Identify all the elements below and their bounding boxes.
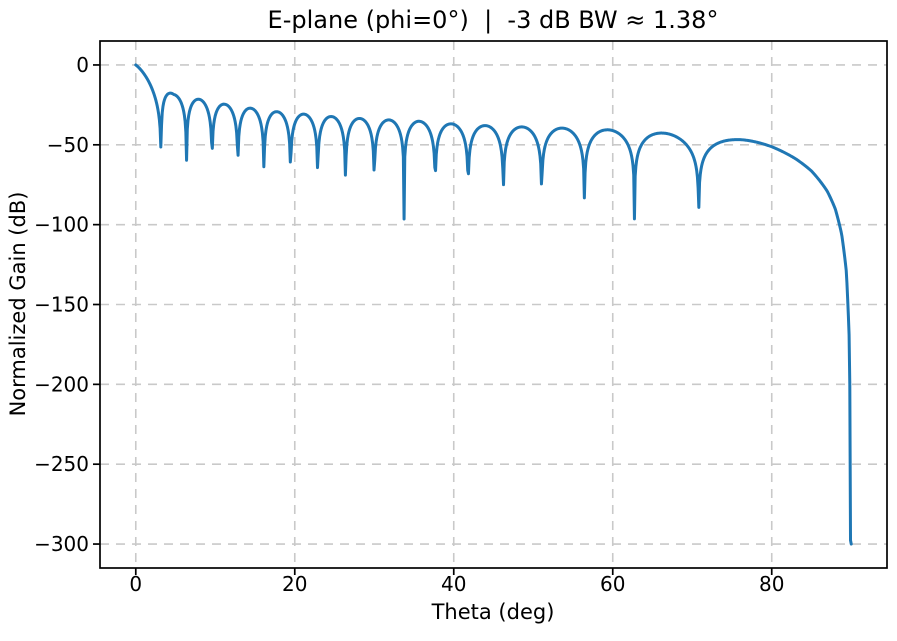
x-axis-label: Theta (deg)	[431, 600, 555, 624]
x-axis-ticks: 0 20 40 60 80	[129, 568, 784, 596]
y-tick-label: −250	[34, 452, 89, 476]
y-tick-label: −150	[34, 293, 89, 317]
y-tick-label: −200	[34, 372, 89, 396]
x-tick-label: 80	[759, 572, 784, 596]
y-tick-label: 0	[76, 53, 89, 77]
gain-curve	[134, 63, 853, 546]
y-axis-label: Normalized Gain (dB)	[6, 192, 30, 417]
x-tick-label: 0	[129, 572, 142, 596]
x-tick-label: 60	[600, 572, 625, 596]
y-tick-label: −50	[47, 133, 89, 157]
y-axis-ticks: 0 −50 −100 −150 −200 −250 −300	[34, 53, 100, 556]
chart-title: E-plane (phi=0°) | -3 dB BW ≈ 1.38°	[268, 6, 719, 34]
y-tick-label: −100	[34, 213, 89, 237]
x-tick-label: 20	[282, 572, 307, 596]
x-tick-label: 40	[441, 572, 466, 596]
y-tick-label: −300	[34, 532, 89, 556]
